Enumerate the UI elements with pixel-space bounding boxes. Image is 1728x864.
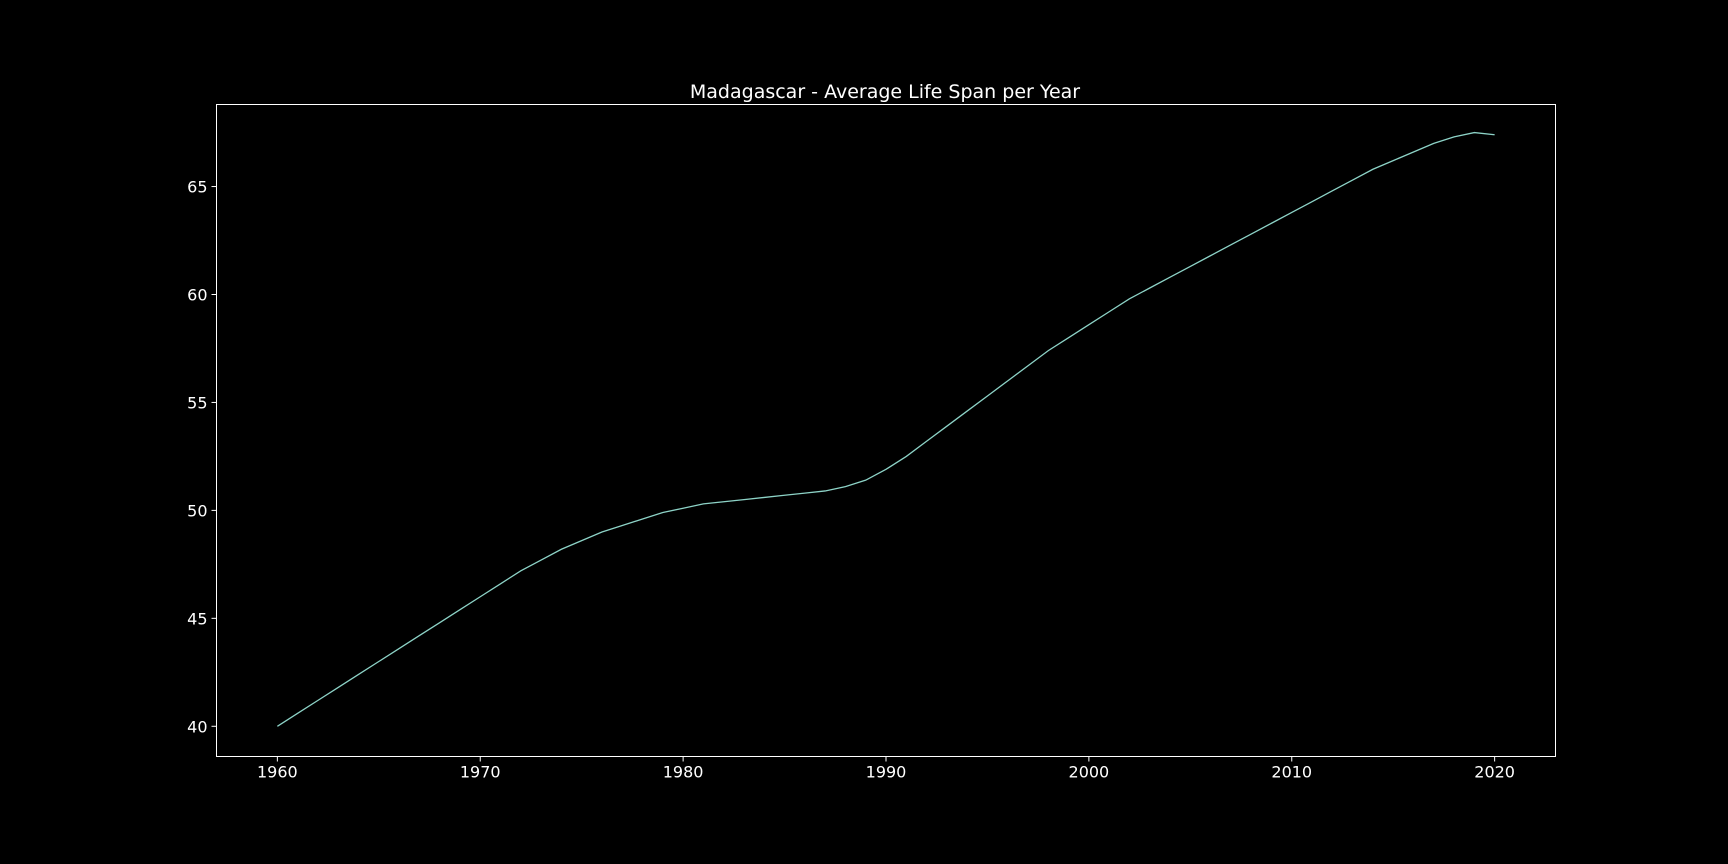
- x-tick-label: 2000: [1069, 763, 1110, 782]
- chart-title: Madagascar - Average Life Span per Year: [690, 81, 1080, 103]
- y-tick-label: 55: [187, 393, 207, 412]
- y-tick-label: 65: [187, 178, 207, 197]
- y-tick-label: 45: [187, 609, 207, 628]
- x-tick-label: 2020: [1474, 763, 1515, 782]
- x-tick-label: 1960: [257, 763, 298, 782]
- y-axis: 40 45 50 55 60 65: [187, 178, 217, 736]
- x-tick-label: 1990: [866, 763, 907, 782]
- series-line-life-span: [277, 131, 1495, 727]
- x-axis: 1960 1970 1980 1990 2000 2010 2020: [257, 756, 1515, 782]
- y-tick-label: 40: [187, 717, 207, 736]
- x-tick-label: 1970: [460, 763, 501, 782]
- y-tick-label: 50: [187, 501, 207, 520]
- y-tick-label: 60: [187, 285, 207, 304]
- x-tick-label: 2010: [1271, 763, 1312, 782]
- x-tick-label: 1980: [663, 763, 704, 782]
